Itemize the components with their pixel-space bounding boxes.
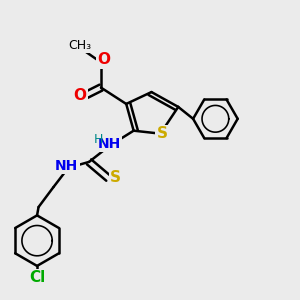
Text: H: H xyxy=(93,133,103,146)
Text: S: S xyxy=(156,126,167,141)
Text: S: S xyxy=(110,170,121,185)
Text: Cl: Cl xyxy=(29,270,45,285)
Text: NH: NH xyxy=(55,159,78,173)
Text: O: O xyxy=(74,88,87,103)
Text: CH₃: CH₃ xyxy=(69,40,92,52)
Text: NH: NH xyxy=(98,137,121,151)
Text: O: O xyxy=(97,52,110,68)
